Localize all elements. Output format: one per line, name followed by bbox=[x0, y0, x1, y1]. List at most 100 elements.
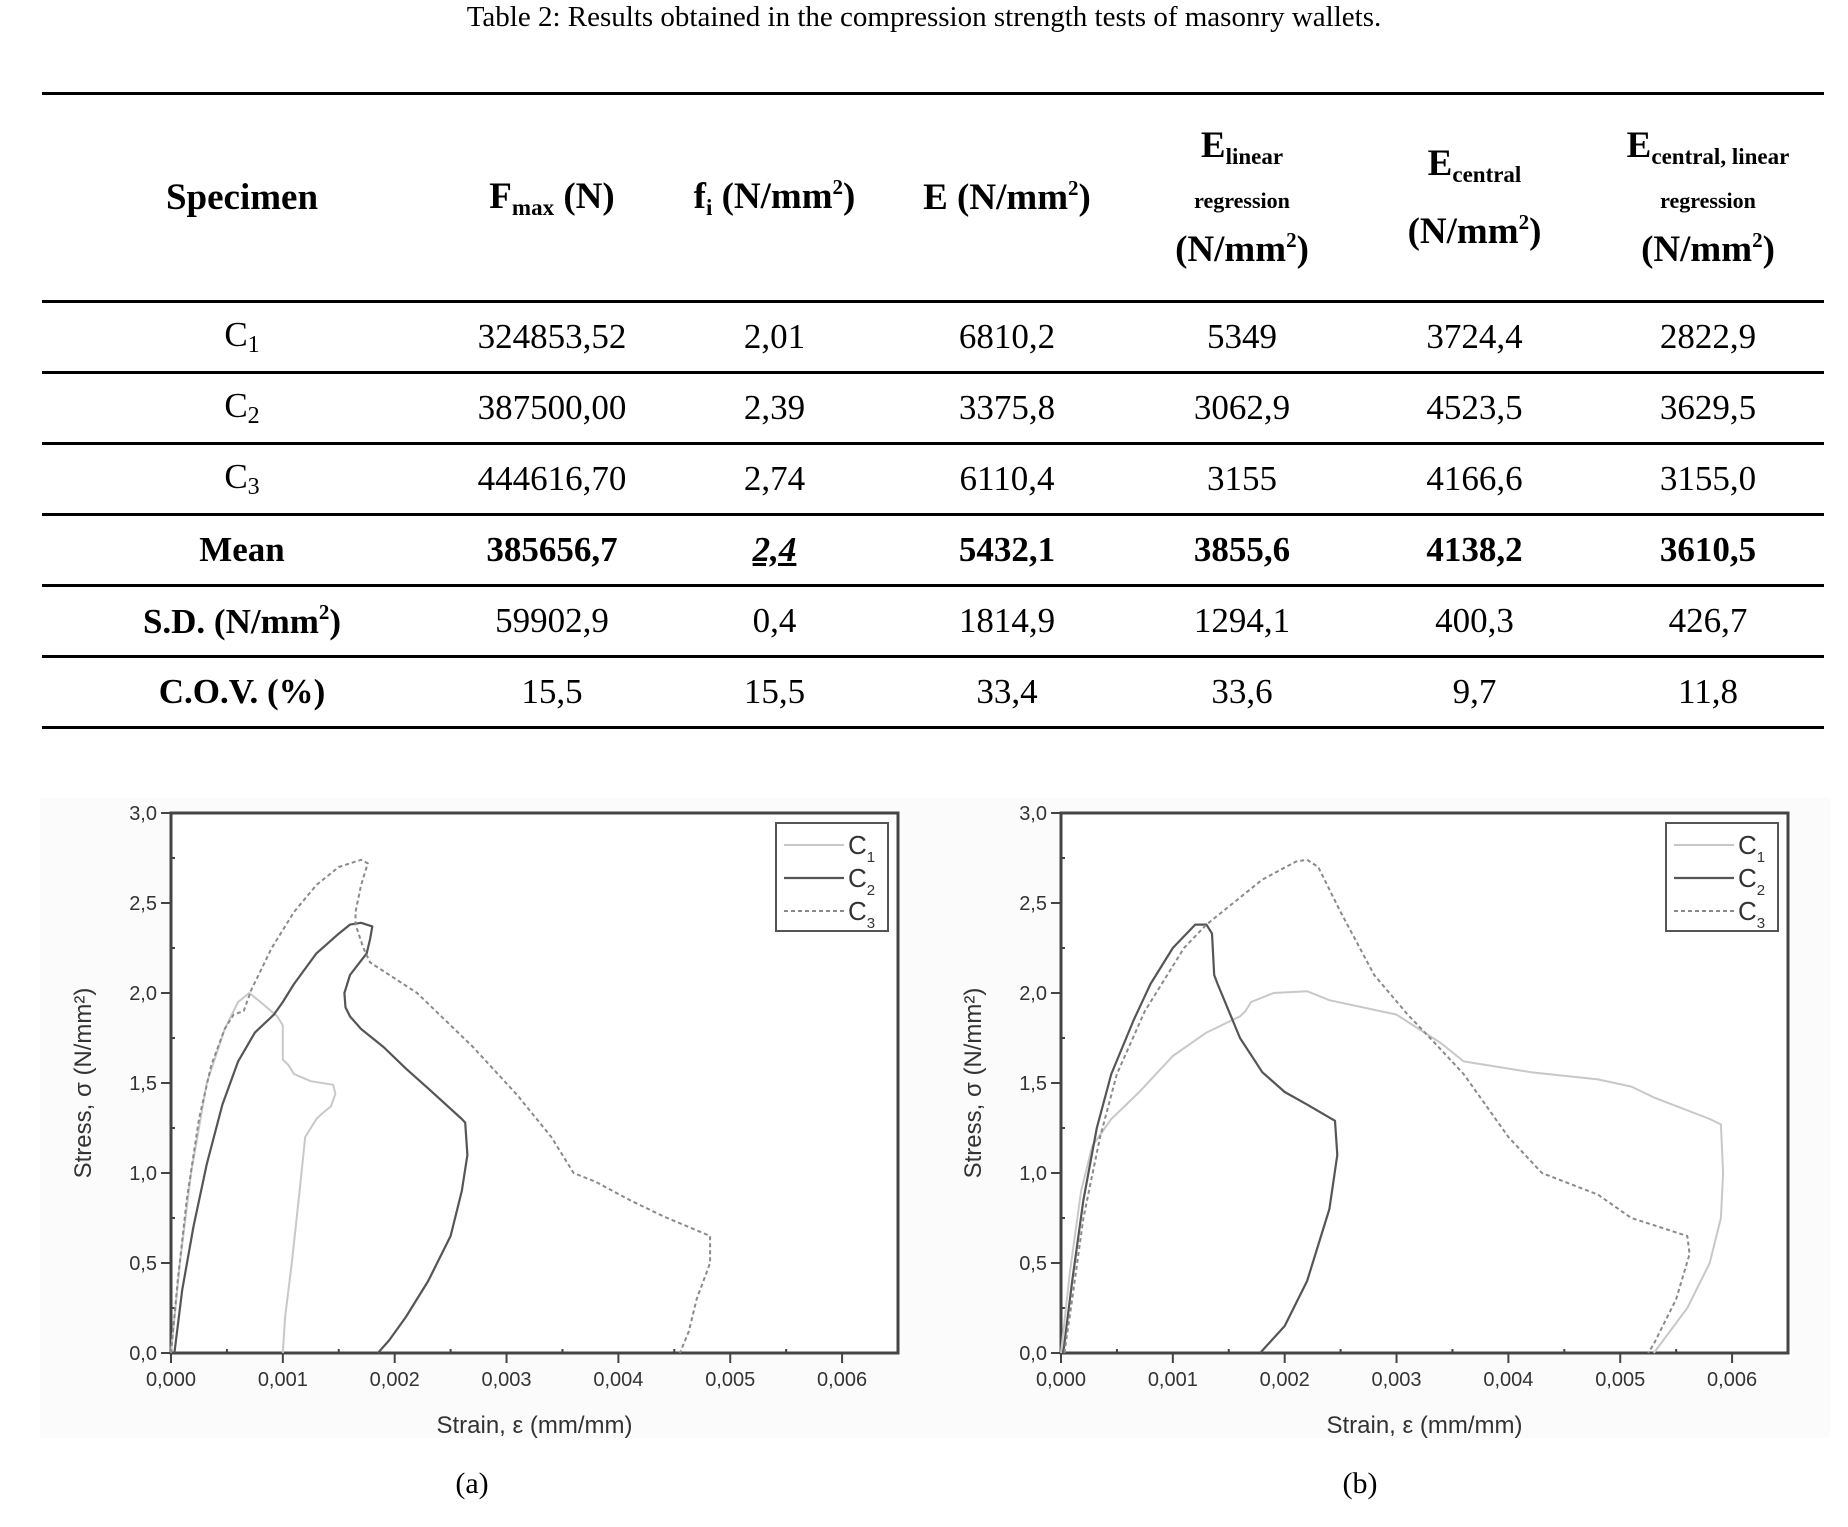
cell-e-central: 3724,4 bbox=[1357, 301, 1592, 374]
cell-e-central-linear: 3610,5 bbox=[1592, 514, 1824, 587]
specimen-letter: C bbox=[224, 386, 248, 425]
specimen-index: 2 bbox=[247, 403, 260, 429]
header-ecenlin-close: ) bbox=[1762, 229, 1775, 270]
header-fmax-symbol: F bbox=[489, 175, 512, 217]
cell-e: 3375,8 bbox=[887, 372, 1127, 445]
y-tick-label: 1,0 bbox=[1019, 1163, 1047, 1185]
table-row-sd: S.D. (N/mm2) 59902,9 0,4 1814,9 1294,1 4… bbox=[42, 585, 1824, 658]
header-ecen-sup: 2 bbox=[1518, 210, 1530, 234]
header-ecen-unit: (N/mm bbox=[1407, 211, 1519, 252]
y-tick-label: 1,0 bbox=[129, 1163, 157, 1185]
specimen-index: 1 bbox=[247, 332, 260, 358]
cell-e-linear: 3155 bbox=[1127, 443, 1357, 516]
specimen-index: 3 bbox=[247, 474, 260, 500]
header-elin-close: ) bbox=[1296, 229, 1309, 270]
cell-fmax: 324853,52 bbox=[442, 301, 662, 374]
y-tick-label: 2,0 bbox=[129, 983, 157, 1005]
y-tick-label: 0,0 bbox=[129, 1343, 157, 1365]
table-row-mean: Mean 385656,7 2,4 5432,1 3855,6 4138,2 3… bbox=[42, 514, 1824, 587]
cell-e-linear: 5349 bbox=[1127, 301, 1357, 374]
cell-e-central-linear: 426,7 bbox=[1592, 585, 1824, 658]
stress-strain-chart-b: 0,0 0,5 1,0 1,5 2,0 2,5 3,0 0,000 0,001 0,002 0,00… bbox=[930, 790, 1830, 1440]
header-fmax-unit: (N) bbox=[554, 175, 615, 217]
header-fi-symbol: f bbox=[693, 175, 706, 217]
cell-fi: 0,4 bbox=[662, 585, 887, 658]
y-axis-label: Stress, σ (N/mm²) bbox=[960, 988, 987, 1179]
cell-e-linear: 33,6 bbox=[1127, 656, 1357, 729]
x-tick-label: 0,004 bbox=[593, 1369, 643, 1391]
header-elin-regression: regression bbox=[1194, 188, 1290, 213]
series-c3-line bbox=[1063, 858, 1691, 1354]
x-tick-label: 0,001 bbox=[1148, 1369, 1198, 1391]
cell-cov-label: C.O.V. (%) bbox=[42, 656, 442, 729]
cell-fmax: 59902,9 bbox=[442, 585, 662, 658]
y-tick-label: 2,5 bbox=[129, 893, 157, 915]
cell-e: 1814,9 bbox=[887, 585, 1127, 658]
cell-e-central-linear: 3629,5 bbox=[1592, 372, 1824, 445]
y-tick-label: 0,5 bbox=[129, 1253, 157, 1275]
series-c2-line bbox=[173, 921, 469, 1354]
x-tick-label: 0,003 bbox=[1372, 1369, 1422, 1391]
cell-e-central: 400,3 bbox=[1357, 585, 1592, 658]
header-fmax: Fmax (N) bbox=[442, 92, 662, 303]
y-tick-label: 2,0 bbox=[1019, 983, 1047, 1005]
cell-e-central: 4523,5 bbox=[1357, 372, 1592, 445]
cell-specimen: C2 bbox=[42, 372, 442, 445]
table-row-c3: C3 444616,70 2,74 6110,4 3155 4166,6 315… bbox=[42, 443, 1824, 516]
y-tick-label: 0,5 bbox=[1019, 1253, 1047, 1275]
x-tick-label: 0,005 bbox=[705, 1369, 755, 1391]
table-row-c1: C1 324853,52 2,01 6810,2 5349 3724,4 282… bbox=[42, 301, 1824, 374]
header-ecen-symbol: E bbox=[1427, 143, 1453, 184]
results-table: Specimen Fmax (N) fi (N/mm2) E (N/mm2) E… bbox=[42, 92, 1824, 729]
x-tick-label: 0,000 bbox=[1036, 1369, 1086, 1391]
cell-fmax: 387500,00 bbox=[442, 372, 662, 445]
cell-e-linear: 3855,6 bbox=[1127, 514, 1357, 587]
header-e-central: Ecentral (N/mm2) bbox=[1357, 92, 1592, 303]
header-ecen-sub: central bbox=[1452, 162, 1522, 187]
y-axis-label: Stress, σ (N/mm²) bbox=[70, 988, 97, 1179]
x-tick-label: 0,000 bbox=[146, 1369, 196, 1391]
cell-specimen: C1 bbox=[42, 301, 442, 374]
figure-label-b: (b) bbox=[1342, 1467, 1378, 1500]
header-e-close: ) bbox=[1078, 177, 1091, 218]
header-fi-sub: i bbox=[705, 194, 713, 220]
cell-e-central: 9,7 bbox=[1357, 656, 1592, 729]
series-c1-line bbox=[1060, 990, 1725, 1354]
y-tick-label: 3,0 bbox=[129, 803, 157, 825]
cell-e-linear: 3062,9 bbox=[1127, 372, 1357, 445]
header-fi: fi (N/mm2) bbox=[662, 92, 887, 303]
cell-fmax: 385656,7 bbox=[442, 514, 662, 587]
series-c2-line bbox=[1062, 923, 1339, 1354]
header-ecen-close: ) bbox=[1529, 211, 1542, 252]
x-tick-label: 0,001 bbox=[258, 1369, 308, 1391]
header-e: E (N/mm2) bbox=[887, 92, 1127, 303]
header-specimen: Specimen bbox=[42, 92, 442, 303]
x-tick-label: 0,005 bbox=[1595, 1369, 1645, 1391]
header-fi-unit: (N/mm bbox=[712, 175, 833, 217]
x-tick-label: 0,006 bbox=[1707, 1369, 1757, 1391]
x-tick-label: 0,002 bbox=[1260, 1369, 1310, 1391]
header-fi-close: ) bbox=[843, 175, 856, 217]
stress-strain-chart-a: 0,0 0,5 1,0 1,5 2,0 2,5 3,0 0,000 0,001 0,002 0,00… bbox=[40, 790, 940, 1440]
cell-e: 6110,4 bbox=[887, 443, 1127, 516]
cell-fi-highlight: 2,4 bbox=[752, 530, 797, 569]
header-elin-sup: 2 bbox=[1286, 228, 1297, 252]
header-fi-sup: 2 bbox=[832, 174, 844, 199]
y-tick-label: 1,5 bbox=[1019, 1073, 1047, 1095]
header-e-text: E (N/mm bbox=[923, 177, 1069, 218]
cell-fi: 2,74 bbox=[662, 443, 887, 516]
cell-e-central: 4166,6 bbox=[1357, 443, 1592, 516]
header-elin-unit: (N/mm bbox=[1175, 229, 1287, 270]
header-e-linear-regression: Elinear regression (N/mm2) bbox=[1127, 92, 1357, 303]
specimen-letter: C bbox=[224, 457, 248, 496]
x-tick-label: 0,006 bbox=[817, 1369, 867, 1391]
table-header-row: Specimen Fmax (N) fi (N/mm2) E (N/mm2) E… bbox=[42, 92, 1824, 303]
x-tick-label: 0,002 bbox=[370, 1369, 420, 1391]
cell-e-central-linear: 11,8 bbox=[1592, 656, 1824, 729]
header-elin-sub: linear bbox=[1225, 144, 1284, 169]
y-tick-label: 2,5 bbox=[1019, 893, 1047, 915]
cell-e-central: 4138,2 bbox=[1357, 514, 1592, 587]
cell-specimen: C3 bbox=[42, 443, 442, 516]
cell-fmax: 444616,70 bbox=[442, 443, 662, 516]
table-row-cov: C.O.V. (%) 15,5 15,5 33,4 33,6 9,7 11,8 bbox=[42, 656, 1824, 729]
